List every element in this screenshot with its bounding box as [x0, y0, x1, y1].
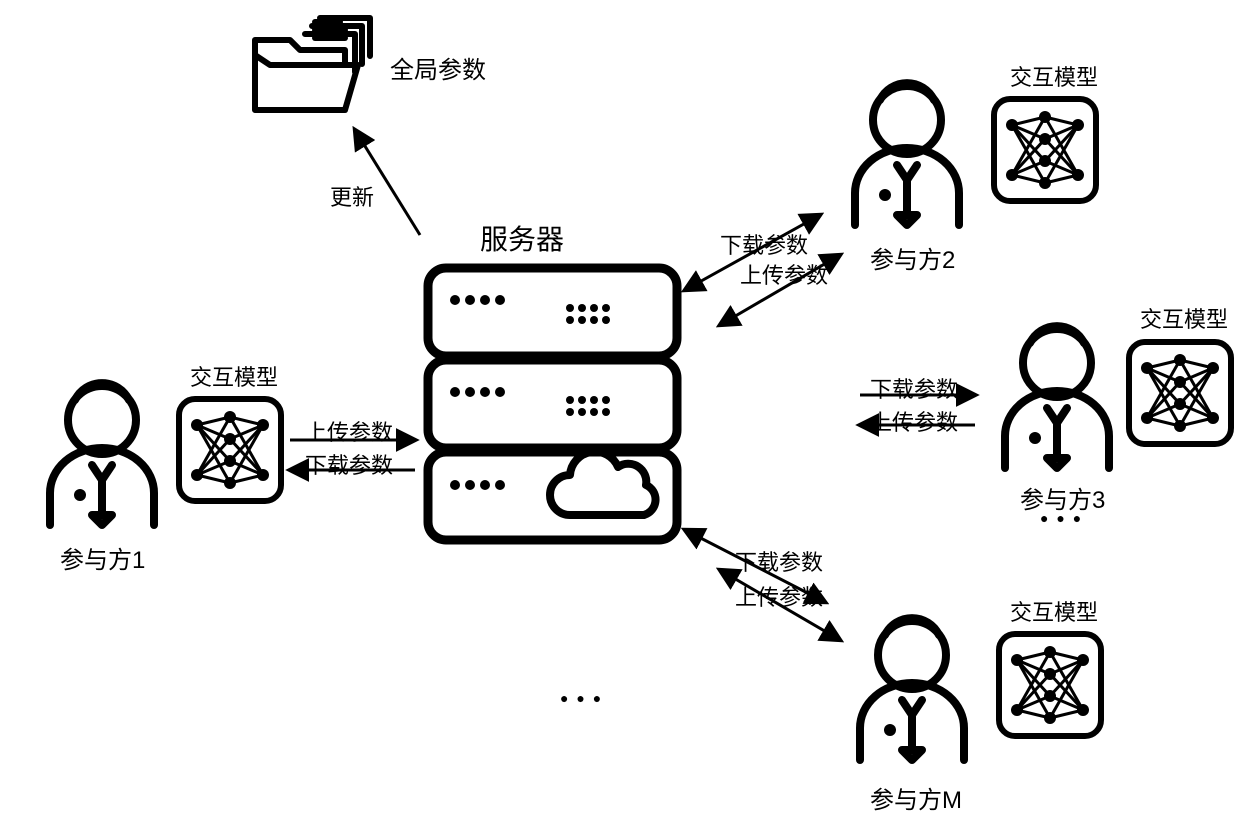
ellipsis-right: ● ● ● [1040, 510, 1083, 526]
ellipsis-bottom: ● ● ● [560, 690, 603, 706]
pM-arrows [0, 0, 1239, 827]
pM-download-label: 下载参数 [735, 545, 823, 577]
diagram-canvas: 全局参数 更新 服务器 [0, 0, 1239, 827]
pM-upload-label: 上传参数 [735, 580, 823, 612]
